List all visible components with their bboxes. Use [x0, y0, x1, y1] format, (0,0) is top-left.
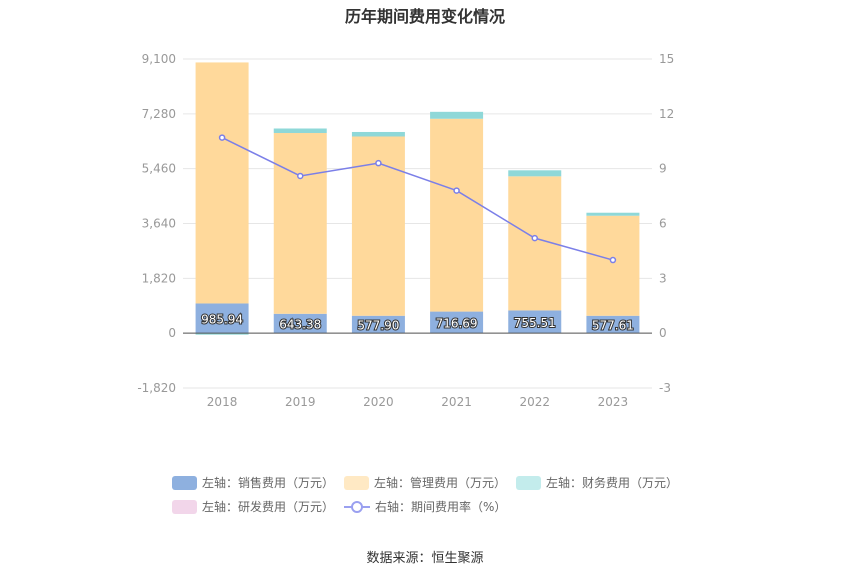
legend-swatch-admin: [344, 475, 369, 490]
legend-line-icon: [344, 500, 370, 513]
bar-segment: [195, 62, 249, 304]
bar-data-label: 755.51: [514, 316, 556, 330]
rate-point: [375, 159, 382, 167]
legend-item-rnd[interactable]: 左轴：研发费用（万元）: [172, 498, 334, 515]
bar-segment: [351, 131, 405, 137]
y-left-tick-label: 0: [168, 326, 176, 340]
bar-segment: [273, 313, 327, 334]
data-source: 数据来源：恒生聚源: [366, 551, 484, 566]
legend-item-rate[interactable]: 右轴：期间费用率（%）: [344, 498, 506, 515]
legend-item-finance[interactable]: 左轴：财务费用（万元）: [516, 474, 678, 491]
bar-data-label: 716.69: [436, 316, 478, 330]
rate-point: [218, 134, 226, 141]
y-right-tick-label: 12: [659, 107, 674, 121]
x-tick-label: 2022: [519, 395, 550, 409]
legend-label-rnd: 左轴：研发费用（万元）: [202, 500, 335, 514]
y-right-tick-label: 0: [659, 326, 667, 340]
bar-data-label: 643.38: [279, 317, 321, 331]
bar-segment: [508, 170, 562, 177]
legend-label-finance: 左轴：财务费用（万元）: [546, 476, 679, 490]
legend-label-rate: 右轴：期间费用率（%）: [375, 500, 507, 514]
y-right-tick-label: 15: [659, 52, 674, 66]
chart-title: 历年期间费用变化情况: [344, 7, 505, 26]
bar-segment: [351, 315, 405, 334]
y-right-tick-label: 6: [659, 217, 667, 231]
rate-point: [531, 234, 538, 242]
bar-segment: [273, 128, 327, 134]
rate-point: [453, 187, 460, 194]
bar-segment: [586, 315, 640, 334]
rate-line: [221, 136, 614, 261]
bar-segment: [430, 311, 484, 334]
x-tick-label: 2020: [363, 395, 394, 409]
bar-segment: [430, 118, 484, 312]
bar-segment: [586, 215, 640, 316]
bar-segment: [586, 212, 640, 216]
y-right-tick-label: -3: [659, 381, 671, 395]
legend-item-sales[interactable]: 左轴：销售费用（万元）: [172, 474, 334, 491]
legend-label-sales: 左轴：销售费用（万元）: [202, 476, 335, 490]
legend-label-admin: 左轴：管理费用（万元）: [374, 476, 507, 490]
legend-item-admin[interactable]: 左轴：管理费用（万元）: [344, 474, 506, 491]
x-tick-label: 2019: [285, 395, 316, 409]
x-tick-label: 2023: [598, 395, 629, 409]
bar-segment: [195, 333, 249, 335]
rate-point: [297, 172, 304, 180]
bar-data-label: 577.61: [592, 318, 634, 332]
legend-swatch-sales: [172, 475, 197, 490]
legend-swatch-finance: [516, 475, 541, 490]
y-left-tick-label: 3,640: [142, 217, 176, 231]
x-tick-label: 2021: [441, 395, 472, 409]
y-left-tick-label: 1,820: [142, 271, 176, 285]
y-left-tick-label: -1,820: [137, 381, 176, 395]
y-left-tick-label: 7,280: [142, 107, 176, 121]
bar-segment: [195, 303, 249, 334]
y-left-tick-label: 9,100: [142, 52, 176, 66]
rate-point: [609, 256, 617, 264]
y-right-tick-label: 9: [659, 162, 667, 176]
bar-segment: [273, 133, 327, 314]
legend-swatch-rnd: [172, 499, 197, 514]
bar-data-label: 577.90: [357, 318, 399, 332]
y-right-tick-label: 3: [659, 271, 667, 285]
bar-segment: [430, 111, 484, 119]
bar-data-label: 985.94: [201, 312, 243, 326]
y-left-tick-label: 5,460: [142, 162, 176, 176]
bar-segment: [508, 310, 562, 334]
x-tick-label: 2018: [207, 395, 238, 409]
